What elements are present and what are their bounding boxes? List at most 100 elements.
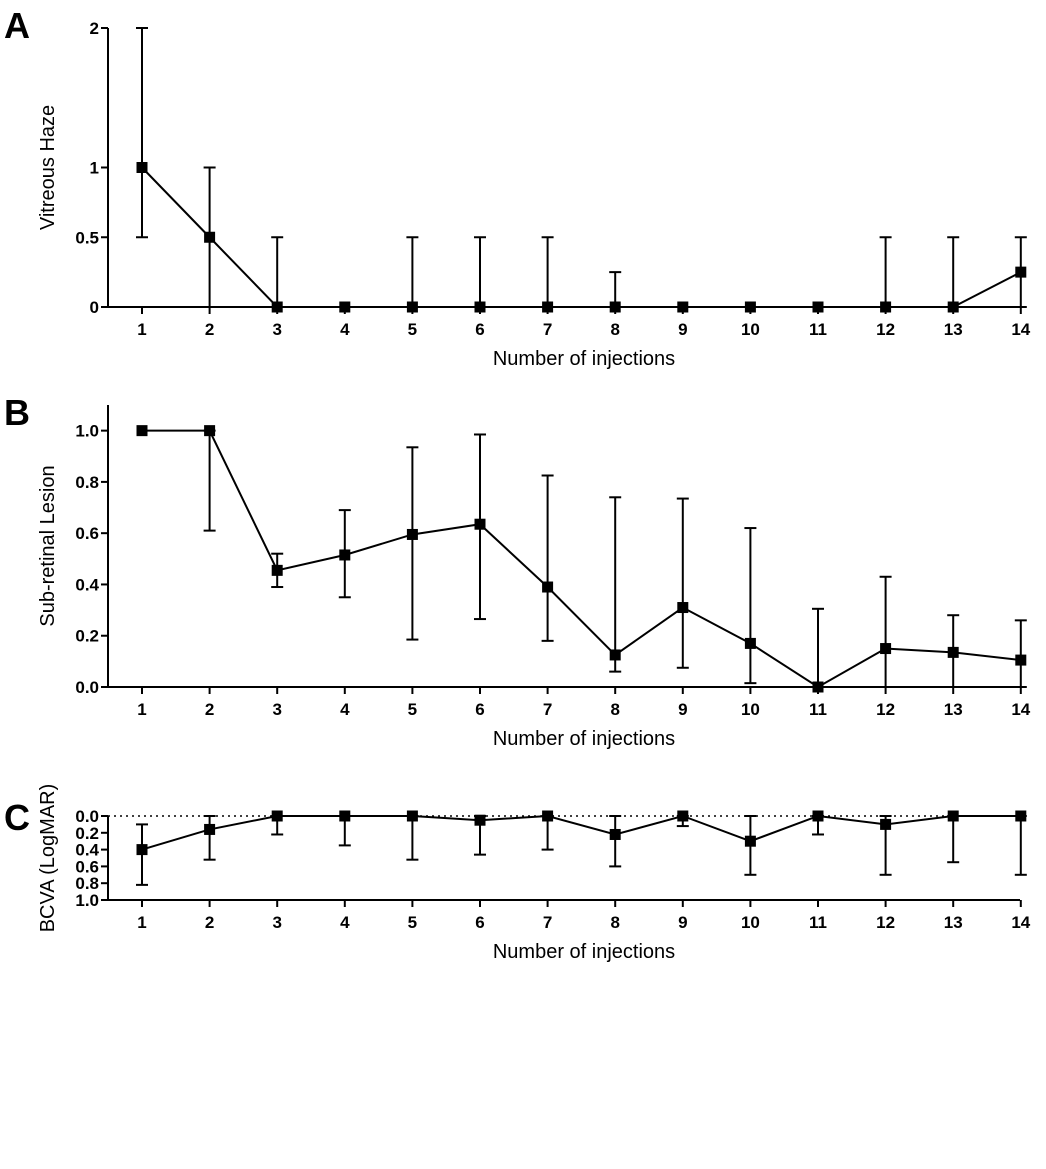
data-point-a	[812, 301, 824, 313]
x-tick-label-c: 4	[340, 913, 350, 932]
y-tick-label-a: 1	[90, 159, 99, 178]
x-tick-label-a: 7	[543, 320, 552, 339]
x-tick-label-a: 13	[944, 320, 963, 339]
x-tick-label-c: 6	[475, 913, 484, 932]
data-point-c	[136, 844, 148, 856]
y-tick-label-a: 0	[90, 298, 99, 317]
data-point-b	[542, 581, 554, 593]
x-tick-label-b: 5	[408, 700, 417, 719]
data-point-a	[947, 301, 959, 313]
y-tick-label-a: 2	[90, 19, 99, 38]
data-point-c	[1015, 810, 1027, 822]
x-tick-label-a: 4	[340, 320, 350, 339]
x-tick-label-b: 7	[543, 700, 552, 719]
data-point-c	[406, 810, 418, 822]
data-point-c	[812, 810, 824, 822]
x-tick-label-c: 11	[809, 913, 827, 932]
x-tick-label-c: 12	[876, 913, 895, 932]
x-tick-label-a: 9	[678, 320, 687, 339]
data-point-b	[204, 425, 216, 437]
data-point-a	[1015, 266, 1027, 278]
y-axis-title-b: Sub-retinal Lesion	[37, 465, 59, 626]
data-point-c	[271, 810, 283, 822]
data-point-b	[339, 549, 351, 561]
data-point-a	[136, 162, 148, 173]
data-point-c	[204, 823, 216, 835]
y-axis-title-c: BCVA (LogMAR)	[37, 784, 59, 933]
series-line-b	[142, 429, 1021, 689]
x-tick-label-a: 11	[809, 320, 827, 339]
y-tick-label-b: 0.2	[75, 627, 99, 646]
x-tick-label-b: 11	[809, 700, 827, 719]
panel-letter-a: A	[4, 5, 30, 46]
panel-letter-b: B	[4, 392, 30, 433]
data-point-b	[136, 425, 148, 437]
data-point-c	[744, 835, 756, 847]
y-tick-label-c: 0.6	[75, 857, 99, 876]
x-axis-title-b: Number of injections	[493, 728, 675, 750]
x-tick-label-c: 9	[678, 913, 687, 932]
data-point-b	[880, 643, 892, 655]
y-tick-label-c: 0.4	[75, 841, 99, 860]
x-tick-label-b: 1	[137, 700, 146, 719]
x-tick-label-b: 10	[741, 700, 760, 719]
y-axis-title-a: Vitreous Haze	[37, 105, 59, 230]
data-point-b	[677, 602, 689, 614]
data-point-a	[609, 301, 621, 313]
y-tick-label-a: 0.5	[75, 228, 99, 247]
x-tick-label-c: 8	[610, 913, 619, 932]
data-point-b	[271, 564, 283, 576]
x-tick-label-b: 13	[944, 700, 963, 719]
y-tick-label-c: 0.2	[75, 824, 99, 843]
x-tick-label-b: 14	[1011, 700, 1030, 719]
data-point-c	[609, 828, 621, 840]
data-point-c	[542, 810, 554, 822]
x-tick-label-c: 1	[137, 913, 146, 932]
data-point-b	[744, 637, 756, 649]
x-tick-label-a: 14	[1011, 320, 1030, 339]
data-point-a	[880, 301, 892, 313]
y-tick-label-b: 0.6	[75, 524, 99, 543]
x-tick-label-a: 1	[137, 320, 146, 339]
data-point-c	[677, 810, 689, 822]
data-point-b	[609, 649, 621, 661]
y-tick-label-b: 0.0	[75, 678, 99, 697]
x-tick-label-c: 14	[1011, 913, 1030, 932]
x-tick-label-b: 8	[610, 700, 619, 719]
data-point-a	[542, 301, 554, 313]
x-tick-label-a: 6	[475, 320, 484, 339]
data-point-a	[406, 301, 418, 313]
x-tick-label-a: 5	[408, 320, 417, 339]
y-tick-label-c: 1.0	[75, 891, 99, 910]
data-point-b	[406, 528, 418, 540]
data-point-c	[474, 814, 486, 826]
x-tick-label-b: 12	[876, 700, 895, 719]
data-point-b	[1015, 654, 1027, 666]
y-tick-label-c: 0.0	[75, 807, 99, 826]
data-point-a	[204, 231, 216, 243]
y-tick-label-b: 0.4	[75, 575, 99, 594]
x-tick-label-b: 3	[272, 700, 281, 719]
data-point-a	[474, 301, 486, 313]
data-point-b	[474, 518, 486, 530]
y-tick-label-b: 1.0	[75, 422, 99, 441]
x-tick-label-a: 2	[205, 320, 214, 339]
x-tick-label-c: 3	[272, 913, 281, 932]
y-tick-label-c: 0.8	[75, 874, 99, 893]
x-tick-label-b: 9	[678, 700, 687, 719]
data-point-a	[677, 301, 689, 313]
data-point-c	[339, 810, 351, 822]
data-point-b	[812, 681, 824, 693]
x-axis-title-a: Number of injections	[493, 348, 675, 370]
x-tick-label-a: 10	[741, 320, 760, 339]
x-tick-label-c: 10	[741, 913, 760, 932]
x-tick-label-c: 2	[205, 913, 214, 932]
x-tick-label-b: 6	[475, 700, 484, 719]
x-tick-label-c: 7	[543, 913, 552, 932]
data-point-a	[339, 301, 351, 313]
x-tick-label-c: 5	[408, 913, 417, 932]
x-tick-label-a: 12	[876, 320, 895, 339]
data-point-a	[271, 301, 283, 313]
series-line-a	[141, 166, 1022, 308]
